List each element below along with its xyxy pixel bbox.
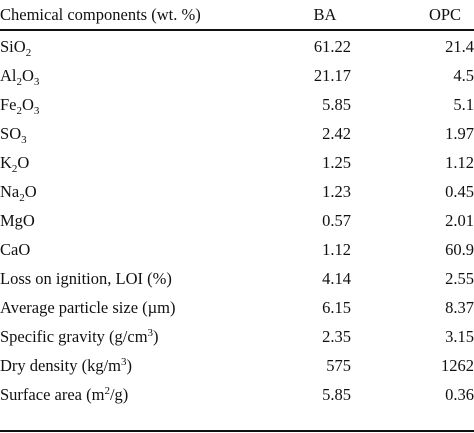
row-label: SO3 (0, 124, 27, 146)
ba-value: 2.35 (322, 327, 351, 346)
ba-value: 575 (326, 356, 351, 375)
table-row-specific-gravity: Specific gravity (g/cm3) 2.35 3.15 (0, 322, 474, 352)
table-row-fe2o3: Fe2O3 5.85 5.1 (0, 90, 474, 120)
opc-value: 0.45 (445, 182, 474, 201)
row-label: Al2O3 (0, 66, 40, 88)
ba-value: 5.85 (322, 385, 351, 404)
opc-value: 2.01 (445, 211, 474, 230)
opc-value: 1.12 (445, 153, 474, 172)
table-row-so3: SO3 2.42 1.97 (0, 119, 474, 149)
ba-value: 1.12 (322, 240, 351, 259)
ba-value: 6.15 (322, 298, 351, 317)
opc-value: 4.5 (453, 66, 474, 85)
opc-value: 1.97 (445, 124, 474, 143)
row-label: Loss on ignition, LOI (%) (0, 269, 172, 288)
row-label: K2O (0, 153, 30, 175)
ba-value: 5.85 (322, 95, 351, 114)
table-row-surface-area: Surface area (m2/g) 5.85 0.36 (0, 380, 474, 410)
table-row-cao: CaO 1.12 60.9 (0, 235, 474, 265)
ba-value: 0.57 (322, 211, 351, 230)
table-row-al2o3: Al2O3 21.17 4.5 (0, 61, 474, 91)
opc-value: 21.4 (445, 37, 474, 56)
table-row-loi: Loss on ignition, LOI (%) 4.14 2.55 (0, 264, 474, 294)
ba-value: 1.23 (322, 182, 351, 201)
row-label: Dry density (kg/m3) (0, 356, 132, 375)
bottom-rule (0, 430, 474, 432)
table-row-k2o: K2O 1.25 1.12 (0, 148, 474, 178)
ba-value: 61.22 (313, 37, 351, 56)
header-rule (0, 29, 474, 31)
header-components: Chemical components (wt. %) (0, 5, 201, 24)
header-opc: OPC (428, 5, 462, 24)
opc-value: 1262 (441, 356, 474, 375)
table-row-sio2: SiO2 61.22 21.4 (0, 32, 474, 62)
row-label: Surface area (m2/g) (0, 385, 129, 404)
opc-value: 5.1 (453, 95, 474, 114)
table-row-particle-size: Average particle size (µm) 6.15 8.37 (0, 293, 474, 323)
opc-value: 60.9 (445, 240, 474, 259)
ba-value: 21.17 (313, 66, 351, 85)
row-label: Average particle size (µm) (0, 298, 176, 317)
table-row-na2o: Na2O 1.23 0.45 (0, 177, 474, 207)
ba-value: 1.25 (322, 153, 351, 172)
table-row-dry-density: Dry density (kg/m3) 575 1262 (0, 351, 474, 381)
ba-value: 2.42 (322, 124, 351, 143)
row-label: SiO2 (0, 37, 32, 59)
row-label: MgO (0, 211, 35, 230)
opc-value: 8.37 (445, 298, 474, 317)
table-row-mgo: MgO 0.57 2.01 (0, 206, 474, 236)
header-ba: BA (313, 5, 337, 24)
ba-value: 4.14 (322, 269, 351, 288)
opc-value: 3.15 (445, 327, 474, 346)
opc-value: 0.36 (445, 385, 474, 404)
table-header-row: Chemical components (wt. %) BA OPC (0, 0, 474, 30)
row-label: Fe2O3 (0, 95, 40, 117)
row-label: Specific gravity (g/cm3) (0, 327, 159, 346)
row-label: CaO (0, 240, 31, 259)
row-label: Na2O (0, 182, 37, 204)
opc-value: 2.55 (445, 269, 474, 288)
